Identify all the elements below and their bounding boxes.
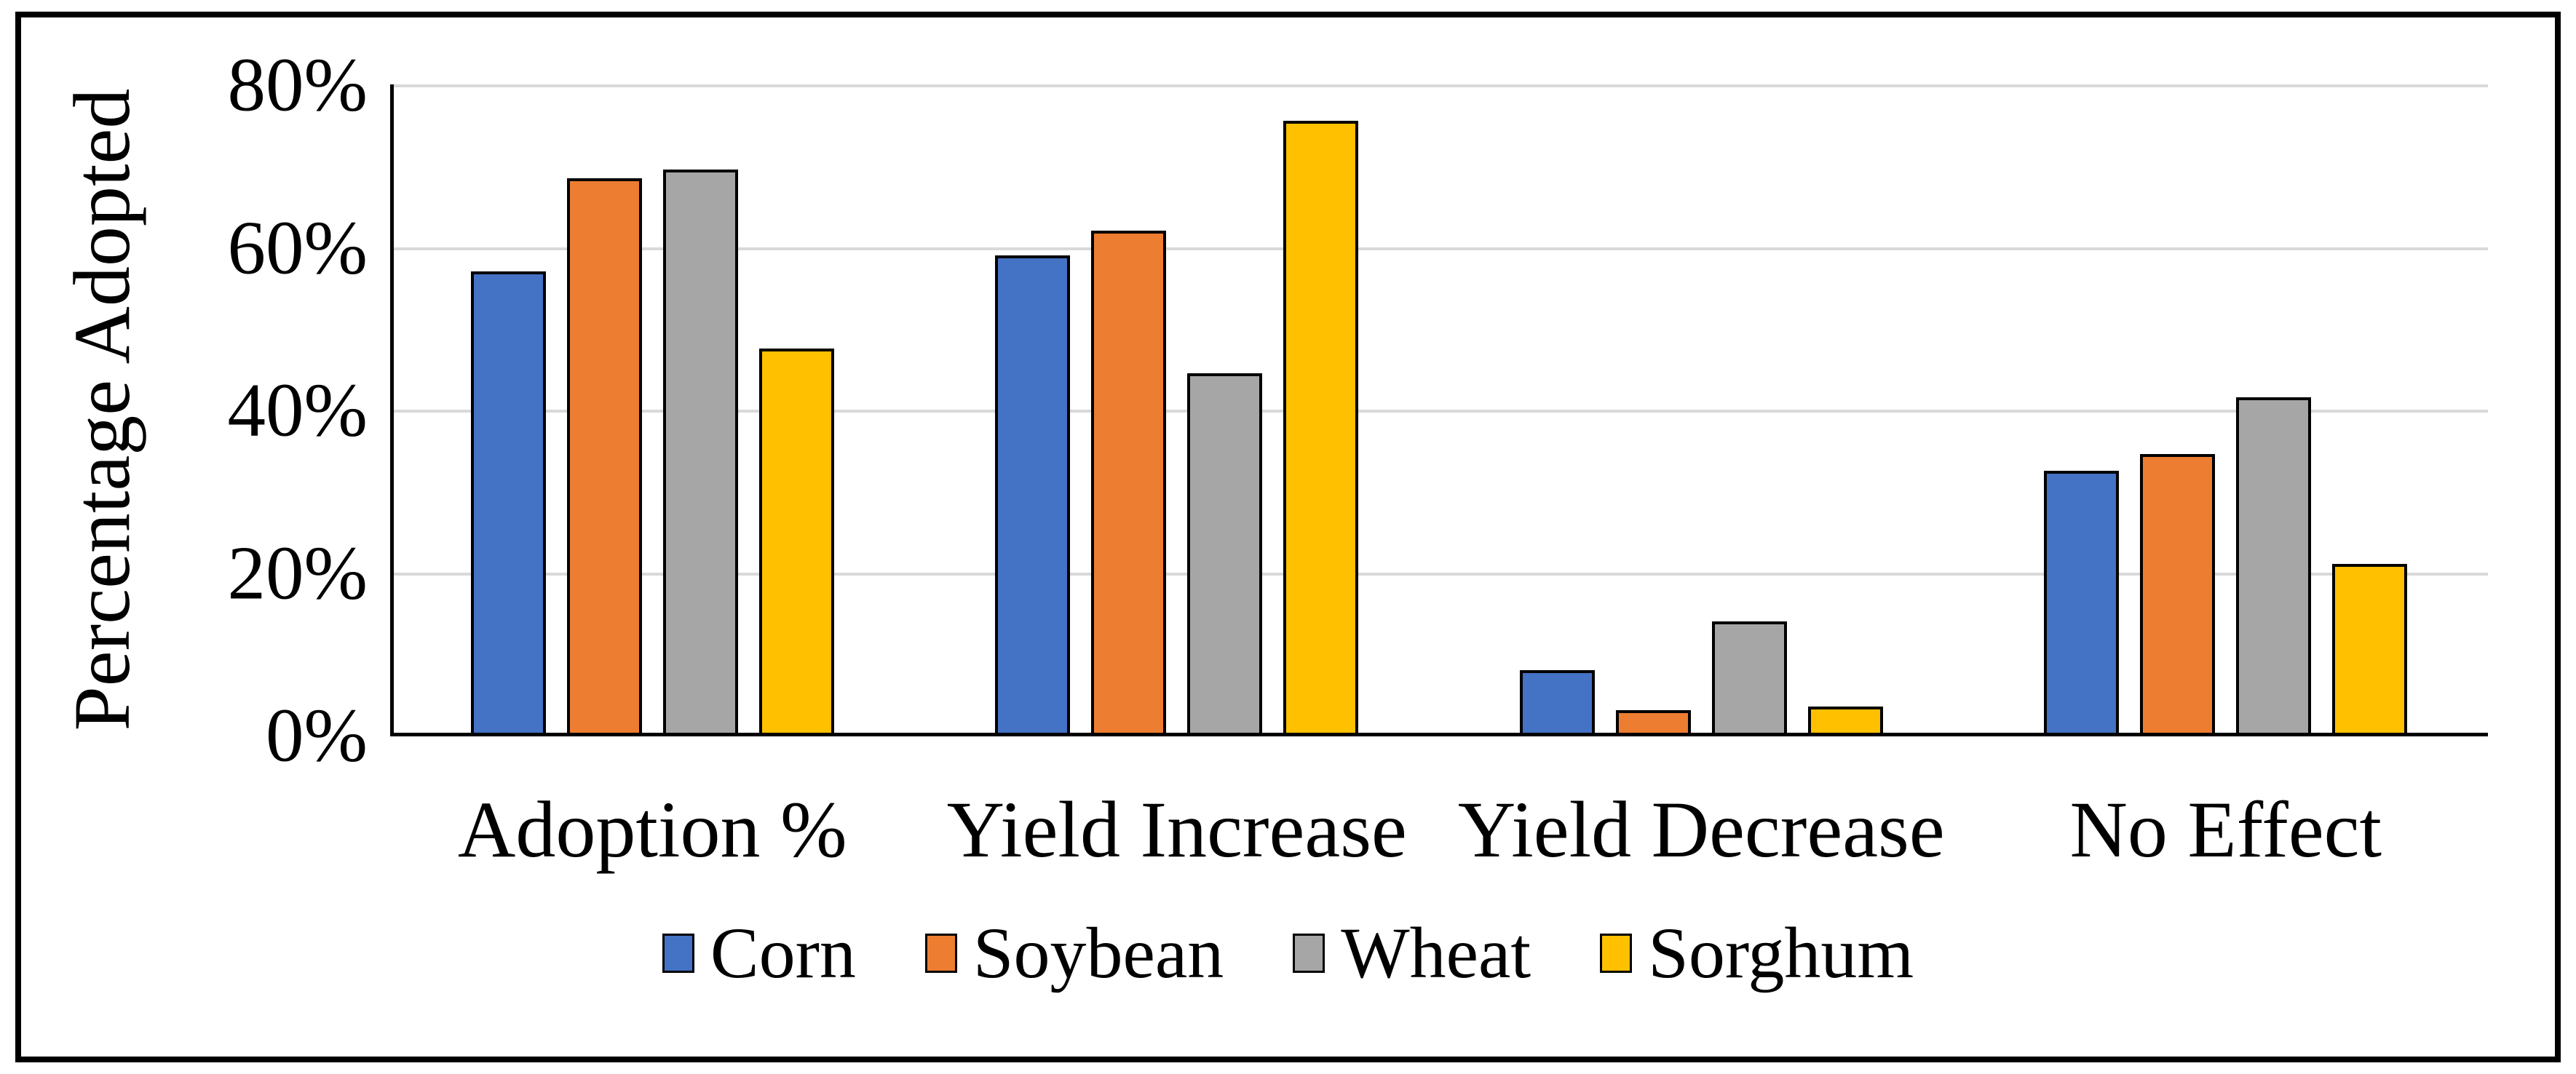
x-axis-category-label: Yield Increase xyxy=(946,784,1407,874)
x-axis-category-label: No Effect xyxy=(2069,784,2382,874)
bar-wheat-2 xyxy=(1187,373,1263,735)
y-axis-tick-label: 20% xyxy=(227,530,368,615)
legend-swatch-wheat xyxy=(1293,933,1325,973)
legend-label: Sorghum xyxy=(1648,912,1914,993)
bar-soybean-1 xyxy=(566,178,642,735)
legend-item-soybean: Soybean xyxy=(924,912,1224,993)
x-axis-category-labels: Adoption % Yield Increase Yield Decrease No… xyxy=(390,782,2488,877)
bar-soybean-3 xyxy=(1615,710,1691,735)
bar-sorghum-3 xyxy=(1807,706,1883,735)
chart-outer-border xyxy=(15,12,2561,1062)
bar-group xyxy=(915,84,1440,735)
legend-swatch-soybean xyxy=(924,933,957,973)
gridline-40 xyxy=(390,410,2488,413)
bar-wheat-3 xyxy=(1711,621,1787,735)
y-axis-tick-label: 60% xyxy=(227,204,368,290)
plot-area xyxy=(390,84,2489,736)
legend-item-wheat: Wheat xyxy=(1293,912,1531,993)
bar-sorghum-2 xyxy=(1283,121,1359,735)
bar-corn-4 xyxy=(2044,470,2120,735)
legend-label: Wheat xyxy=(1341,912,1531,993)
gridline-60 xyxy=(390,247,2488,250)
bar-sorghum-1 xyxy=(758,349,834,735)
y-axis-tick-label: 40% xyxy=(227,367,368,453)
x-axis-category-label: Yield Decrease xyxy=(1457,784,1945,874)
bar-soybean-4 xyxy=(2140,454,2216,735)
y-axis-tick-label: 0% xyxy=(266,692,368,778)
bar-corn-1 xyxy=(470,271,546,735)
bar-wheat-1 xyxy=(662,170,738,735)
y-axis-tick-label: 80% xyxy=(227,41,368,127)
bar-group xyxy=(1439,84,1964,735)
x-axis-line xyxy=(390,733,2488,736)
bar-wheat-4 xyxy=(2236,397,2312,735)
bar-corn-3 xyxy=(1519,669,1595,735)
bar-sorghum-4 xyxy=(2332,564,2408,735)
bar-group xyxy=(390,84,915,735)
x-axis-category-label: Adoption % xyxy=(457,784,847,874)
legend-label: Soybean xyxy=(972,912,1224,993)
bar-group xyxy=(1964,84,2489,735)
legend-label: Corn xyxy=(710,912,856,993)
legend-item-sorghum: Sorghum xyxy=(1600,912,1914,993)
legend-swatch-sorghum xyxy=(1600,933,1633,973)
y-axis-line xyxy=(390,84,394,735)
legend-item-corn: Corn xyxy=(662,912,856,993)
gridline-20 xyxy=(390,572,2488,576)
bar-soybean-2 xyxy=(1091,231,1167,735)
bar-corn-2 xyxy=(995,255,1071,735)
legend: Corn Soybean Wheat Sorghum xyxy=(0,911,2576,995)
gridline-80 xyxy=(390,84,2488,87)
legend-swatch-corn xyxy=(662,933,694,973)
